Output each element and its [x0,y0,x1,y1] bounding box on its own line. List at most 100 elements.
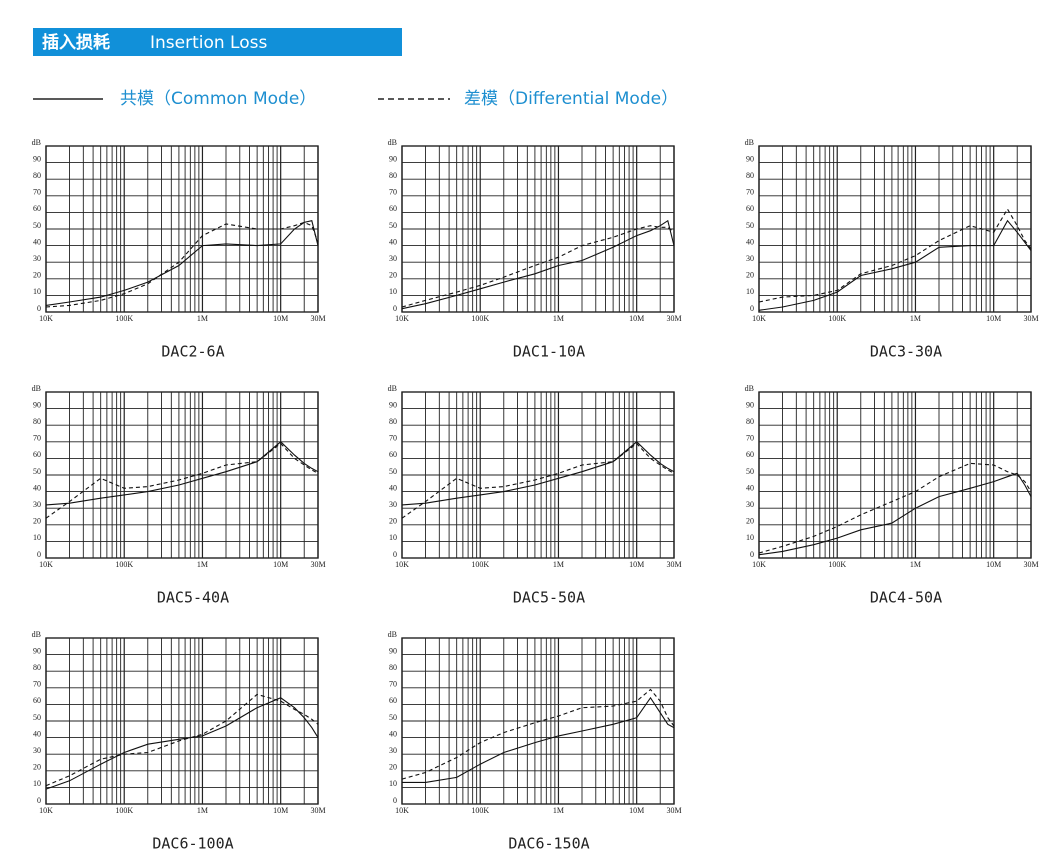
y-tick-label: 30 [746,254,754,263]
chart-title: DAC2-6A [161,343,224,361]
y-tick-label: 40 [746,483,754,492]
y-tick-label: 50 [33,467,41,476]
chart: 10K 100K 1M 10M 30M 0 10 20 30 40 50 60 70 80 90 dB DAC5… [388,384,682,607]
x-tick-label: 10K [395,560,409,569]
y-tick-label: 40 [33,237,41,246]
y-tick-label: 60 [33,696,41,705]
y-axis-label: dB [32,630,41,639]
y-tick-label: 10 [746,287,754,296]
y-axis-label: dB [32,384,41,393]
x-tick-label: 30M [666,560,681,569]
y-tick-label: 80 [389,171,397,180]
chart-title: DAC4-50A [870,589,942,607]
series-line [401,225,675,308]
y-tick-label: 30 [389,254,397,263]
x-tick-label: 10K [752,314,766,323]
y-tick-label: 80 [33,663,41,672]
y-tick-label: 20 [389,763,397,772]
series-line [45,697,319,790]
y-axis-label: dB [388,384,397,393]
chart: 10K 100K 1M 10M 30M 0 10 20 30 40 50 60 70 80 90 dB DAC5… [32,384,326,607]
series-line [401,442,675,519]
y-tick-label: 30 [33,746,41,755]
chart-title: DAC5-50A [513,589,585,607]
series-line [45,221,319,308]
y-tick-label: 0 [393,304,397,313]
y-axis-label: dB [388,630,397,639]
y-tick-label: 70 [33,188,41,197]
header-title-cn: 插入损耗 [42,32,110,53]
chart: 10K 100K 1M 10M 30M 0 10 20 30 40 50 60 70 80 90 dB DAC4… [745,384,1039,607]
y-tick-label: 40 [33,483,41,492]
series-line [401,441,675,506]
y-tick-label: 70 [746,434,754,443]
chart-title: DAC6-150A [508,835,589,853]
chart-title: DAC1-10A [513,343,585,361]
y-tick-label: 30 [746,500,754,509]
y-tick-label: 30 [389,500,397,509]
series-line [401,688,675,780]
y-tick-label: 60 [746,450,754,459]
x-tick-label: 100K [115,314,133,323]
y-axis-label: dB [745,138,754,147]
y-tick-label: 70 [33,434,41,443]
y-tick-label: 90 [389,400,397,409]
chart: 10K 100K 1M 10M 30M 0 10 20 30 40 50 60 70 80 90 dB DAC2… [32,138,326,361]
y-tick-label: 60 [746,204,754,213]
series-line [758,219,1032,311]
x-tick-label: 1M [553,314,564,323]
y-tick-label: 20 [746,517,754,526]
x-tick-label: 30M [310,560,325,569]
x-tick-label: 10K [752,560,766,569]
y-tick-label: 70 [746,188,754,197]
y-tick-label: 30 [389,746,397,755]
y-tick-label: 60 [389,450,397,459]
x-tick-label: 1M [910,314,921,323]
header-box [33,28,402,56]
y-tick-label: 60 [389,204,397,213]
y-tick-label: 50 [33,221,41,230]
legend-label: 共模（Common Mode） [120,89,316,109]
legend-label: 差模（Differential Mode） [464,89,678,109]
y-tick-label: 90 [33,400,41,409]
x-tick-label: 1M [197,314,208,323]
y-tick-label: 20 [33,271,41,280]
y-tick-label: 60 [33,450,41,459]
x-tick-label: 10M [629,314,644,323]
series-line [758,208,1032,303]
series-line [402,696,675,783]
x-tick-label: 10M [986,560,1001,569]
x-tick-label: 10M [629,560,644,569]
chart: 10K 100K 1M 10M 30M 0 10 20 30 40 50 60 70 80 90 dB DAC6… [32,630,326,853]
header-title-en: Insertion Loss [150,33,267,53]
series-line [45,441,319,506]
y-tick-label: 10 [33,533,41,542]
x-tick-label: 1M [553,806,564,815]
x-tick-label: 1M [553,560,564,569]
x-tick-label: 10K [39,560,53,569]
x-tick-label: 10K [395,314,409,323]
y-tick-label: 10 [746,533,754,542]
x-tick-label: 1M [197,560,208,569]
y-tick-label: 70 [389,434,397,443]
x-tick-label: 100K [115,806,133,815]
y-tick-label: 40 [389,237,397,246]
x-tick-label: 30M [310,806,325,815]
y-axis-label: dB [32,138,41,147]
y-tick-label: 60 [33,204,41,213]
y-tick-label: 90 [746,154,754,163]
series-line [45,693,319,787]
y-tick-label: 50 [389,467,397,476]
y-tick-label: 90 [746,400,754,409]
y-tick-label: 10 [33,779,41,788]
y-tick-label: 30 [33,500,41,509]
y-tick-label: 30 [33,254,41,263]
y-tick-label: 70 [33,680,41,689]
y-tick-label: 20 [746,271,754,280]
y-tick-label: 80 [389,417,397,426]
x-tick-label: 10M [273,806,288,815]
y-tick-label: 90 [389,154,397,163]
x-tick-label: 30M [666,806,681,815]
x-tick-label: 10M [273,314,288,323]
y-tick-label: 80 [746,171,754,180]
